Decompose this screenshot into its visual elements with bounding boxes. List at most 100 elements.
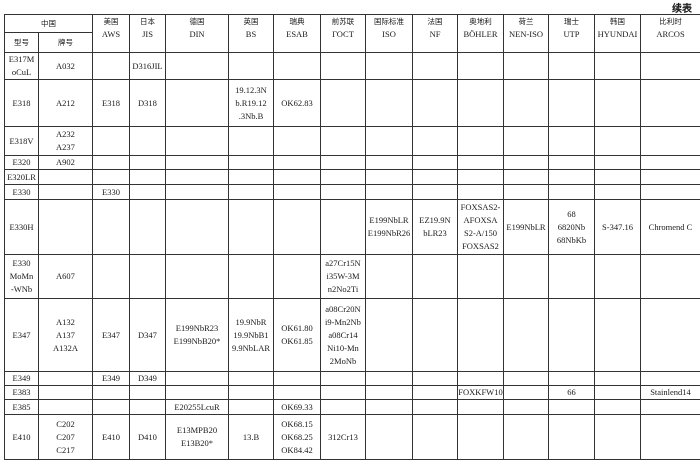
table-cell: E347 (5, 299, 39, 372)
table-cell: A607 (39, 255, 93, 299)
table-cell (366, 185, 413, 200)
table-cell (413, 255, 458, 299)
table-cell (321, 127, 366, 156)
table-cell (93, 127, 130, 156)
table-cell (595, 156, 641, 170)
table-cell (366, 400, 413, 415)
table-cell (549, 185, 595, 200)
table-cell: Stainlend14 (641, 386, 700, 400)
header-country: 比利时 ARCOS (641, 15, 700, 53)
standard-label: ARCOS (656, 29, 684, 39)
table-cell (458, 156, 504, 170)
table-cell (39, 386, 93, 400)
table-cell: A032 (39, 53, 93, 80)
table-cell (274, 386, 321, 400)
table-cell (458, 53, 504, 80)
table-cell (366, 415, 413, 460)
table-cell (413, 170, 458, 185)
table-cell (166, 255, 229, 299)
header-sub: 牌号 (39, 33, 93, 53)
table-cell (366, 386, 413, 400)
country-label: 瑞士 (564, 17, 579, 26)
country-label: 荷兰 (519, 17, 534, 26)
table-cell (39, 372, 93, 386)
table-cell (274, 200, 321, 255)
table-cell (641, 415, 700, 460)
table-cell (93, 53, 130, 80)
country-label: 国际标准 (374, 17, 404, 26)
table-cell (549, 170, 595, 185)
table-cell (130, 185, 166, 200)
table-cell (641, 299, 700, 372)
table-cell (595, 255, 641, 299)
standard-label: DIN (189, 29, 204, 39)
table-cell: FOXKFW10 (458, 386, 504, 400)
table-cell (504, 400, 549, 415)
table-cell (166, 372, 229, 386)
table-cell (321, 200, 366, 255)
table-cell: E20255LcuR (166, 400, 229, 415)
table-cell (274, 185, 321, 200)
table-cell (229, 372, 274, 386)
table-cell: A212 (39, 80, 93, 127)
table-cell (229, 156, 274, 170)
table-cell: 68 6820Nb 68NbKb (549, 200, 595, 255)
table-cell (549, 299, 595, 372)
country-label: 日本 (140, 17, 155, 26)
table-cell: D410 (130, 415, 166, 460)
table-cell (93, 400, 130, 415)
table-cell (274, 170, 321, 185)
table-cell (274, 372, 321, 386)
standard-label: UTP (563, 29, 579, 39)
table-cell: E318 (93, 80, 130, 127)
table-cell (274, 255, 321, 299)
table-cell: D316JIL (130, 53, 166, 80)
table-cell (549, 255, 595, 299)
table-cell (130, 200, 166, 255)
table-cell: E385 (5, 400, 39, 415)
table-cell (413, 80, 458, 127)
table-cell (130, 400, 166, 415)
table-cell (504, 386, 549, 400)
table-cell: D349 (130, 372, 166, 386)
table-cell (641, 156, 700, 170)
header-country: 中国 (5, 15, 93, 33)
table-cell: 312Cr13 (321, 415, 366, 460)
table-cell (549, 127, 595, 156)
table-cell (229, 170, 274, 185)
table-cell: A132 A137 A132A (39, 299, 93, 372)
country-label: 前苏联 (332, 17, 355, 26)
country-label: 英国 (244, 17, 259, 26)
table-cell (458, 415, 504, 460)
table-cell (458, 80, 504, 127)
table-cell (229, 185, 274, 200)
table-cell (39, 170, 93, 185)
table-cell (321, 80, 366, 127)
table-cell (321, 53, 366, 80)
table-cell (229, 255, 274, 299)
table-cell: E13MPB20 E13B20* (166, 415, 229, 460)
standard-label: AWS (102, 29, 120, 39)
table-cell (93, 170, 130, 185)
table-cell: E330 (5, 185, 39, 200)
table-cell (413, 185, 458, 200)
table-caption: 续表 (672, 0, 692, 15)
table-cell (504, 415, 549, 460)
country-label: 比利时 (659, 17, 682, 26)
table-cell (130, 170, 166, 185)
